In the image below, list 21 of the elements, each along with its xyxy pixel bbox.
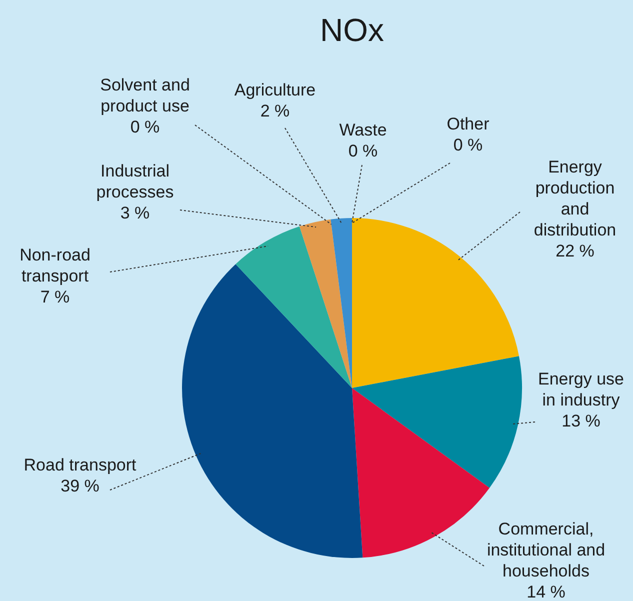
slice-label: Energy production and distribution (534, 158, 616, 240)
category-label: Waste (339, 120, 387, 140)
text: 0 % (130, 118, 160, 137)
slice-label: Agriculture (234, 80, 316, 100)
text: 0 % (453, 136, 483, 155)
slice-label: Road transport (24, 456, 136, 475)
slice-label: Energy use in industry (538, 370, 624, 410)
chart-title: NOx (320, 12, 384, 48)
data-label: 7 % (40, 288, 70, 307)
data-label: 3 % (120, 204, 150, 223)
data-label: 2 % (260, 102, 290, 121)
slice-label: Industrial processes (96, 162, 174, 202)
data-label: 14 % (526, 582, 566, 601)
data-label: 39 % (60, 476, 100, 496)
data-label: 22 % (556, 242, 594, 261)
slice-label: Non-road transport (20, 246, 90, 286)
data-label: 13 % (562, 412, 600, 431)
slice-label: Commercial, institutional and households (486, 520, 606, 581)
category-label: Solvent and product use (100, 76, 190, 116)
text: 0 % (348, 142, 378, 161)
category-label: Other (446, 114, 490, 134)
